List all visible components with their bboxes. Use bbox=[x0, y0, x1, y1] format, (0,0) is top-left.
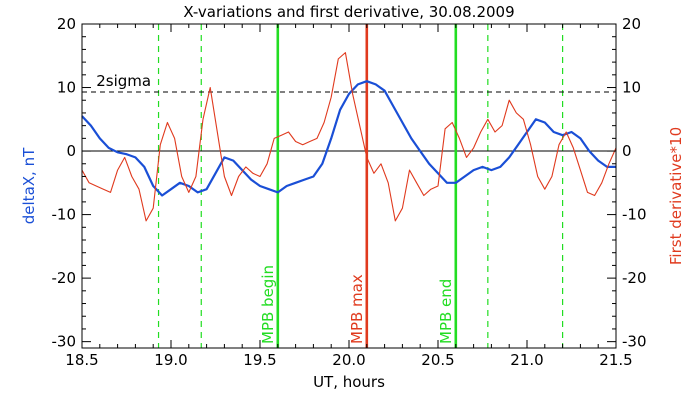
x-axis-label: UT, hours bbox=[313, 373, 385, 391]
y-axis-label-left: deltaX, nT bbox=[20, 147, 38, 224]
marker-label-1: MPB max bbox=[348, 274, 366, 344]
y-tick-label-right-3: 0 bbox=[622, 142, 632, 160]
y-tick-label-right-2: -10 bbox=[622, 206, 647, 224]
y-tick-label-left-4: 10 bbox=[57, 79, 76, 97]
x-tick-label-0: 18.5 bbox=[65, 351, 98, 369]
x-tick-label-2: 19.5 bbox=[243, 351, 276, 369]
y-tick-label-left-5: 20 bbox=[57, 15, 76, 33]
series-line-1 bbox=[81, 52, 617, 222]
x-tick-label-1: 19.0 bbox=[154, 351, 187, 369]
plot-frame bbox=[81, 23, 617, 349]
x-tick-label-4: 20.5 bbox=[421, 351, 454, 369]
y-tick-label-right-0: -30 bbox=[622, 333, 647, 351]
y-axis-label-right: First derivative*10 bbox=[667, 127, 685, 265]
sigma-label: 2sigma bbox=[96, 72, 151, 90]
plot-series bbox=[81, 52, 617, 222]
y-tick-label-left-3: 0 bbox=[66, 142, 76, 160]
y-tick-label-right-1: -20 bbox=[622, 269, 647, 287]
plot-lines bbox=[82, 24, 616, 348]
y-tick-label-left-1: -20 bbox=[52, 269, 77, 287]
y-tick-label-right-4: 10 bbox=[622, 79, 641, 97]
x-tick-label-5: 21.0 bbox=[510, 351, 543, 369]
y-tick-label-left-0: -30 bbox=[52, 333, 77, 351]
chart-title: X-variations and first derivative, 30.08… bbox=[183, 3, 514, 21]
marker-label-0: MPB begin bbox=[259, 265, 277, 344]
x-tick-label-3: 20.0 bbox=[332, 351, 365, 369]
y-tick-label-right-5: 20 bbox=[622, 15, 641, 33]
y-tick-label-left-2: -10 bbox=[52, 206, 77, 224]
plot-text: 18.5 19.0 19.5 20.0 20.5 21.0 21.5-30 -30-20 -20… bbox=[20, 3, 685, 391]
x-tick-label-6: 21.5 bbox=[599, 351, 632, 369]
marker-label-2: MPB end bbox=[437, 279, 455, 344]
